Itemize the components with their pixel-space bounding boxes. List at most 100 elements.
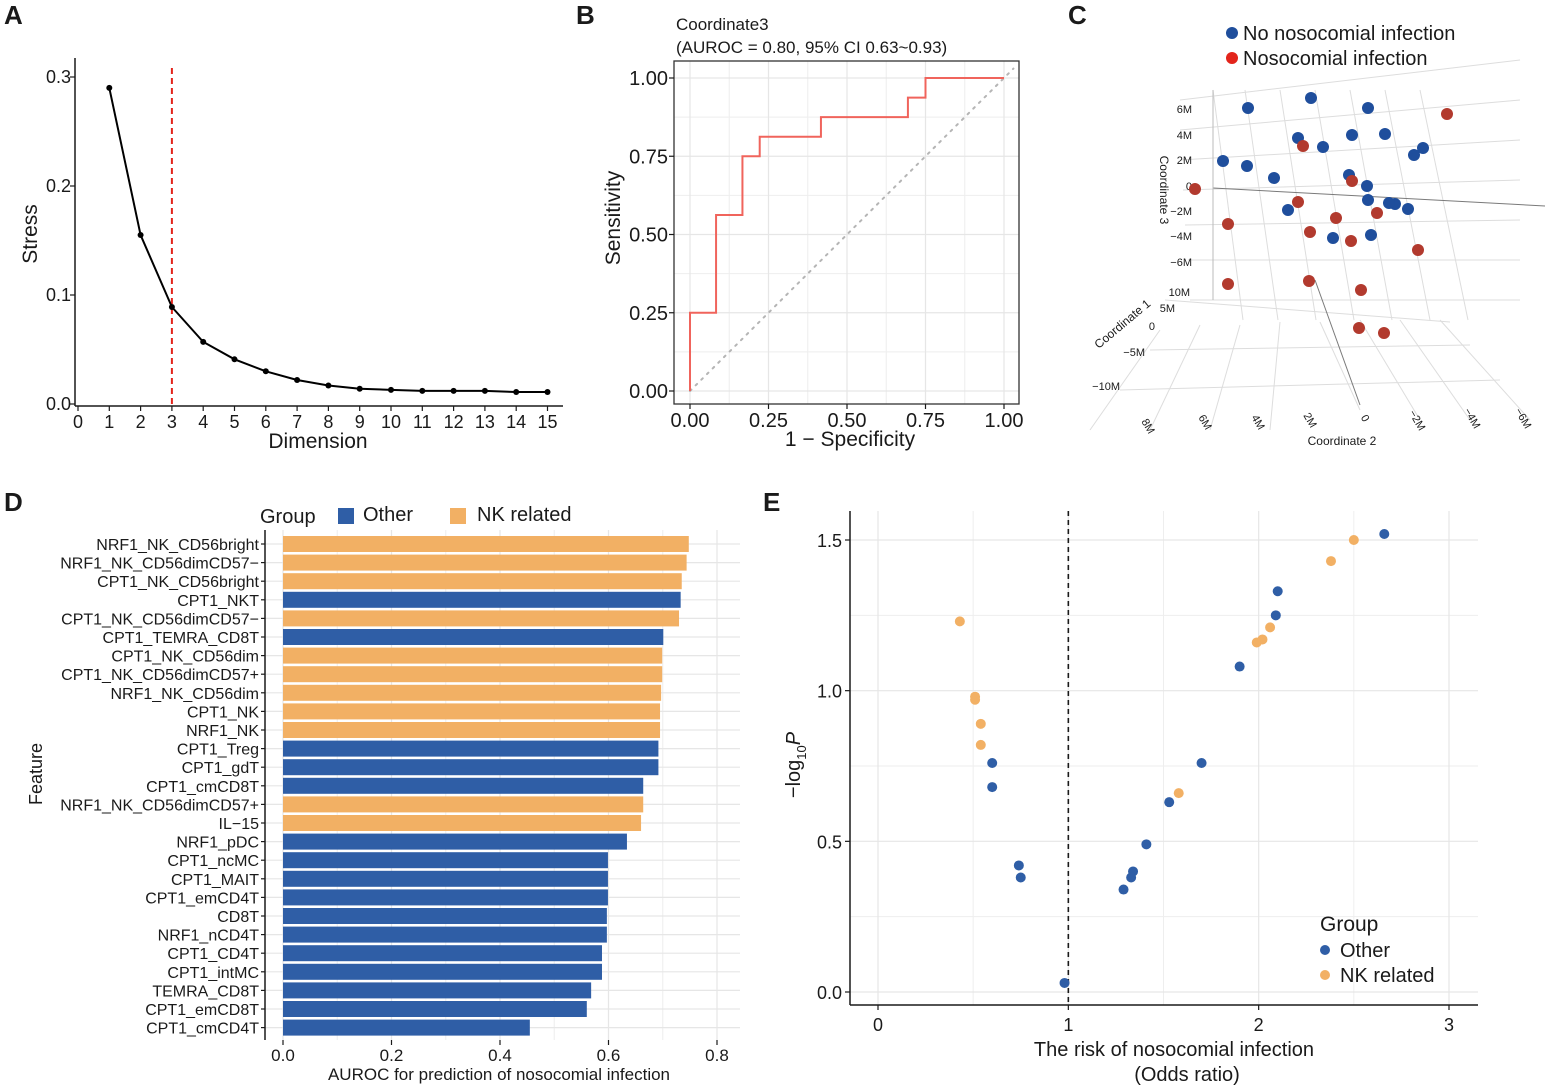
stress-point (544, 389, 551, 396)
x-tick-label: 5 (229, 412, 239, 432)
grid-line (1179, 59, 1521, 101)
grid-line (1184, 219, 1521, 226)
x-tick-label: 4 (198, 412, 208, 432)
legend-label: No nosocomial infection (1243, 23, 1455, 45)
no-infection-point (1282, 204, 1294, 216)
other-point (1013, 860, 1024, 871)
no-infection-point (1362, 102, 1374, 114)
y-tick-label: 1.00 (629, 68, 668, 90)
legend-marker (1226, 27, 1238, 39)
x-tick-label: 0.6 (597, 1046, 621, 1065)
coord1-tick-label: −10M (1092, 381, 1120, 393)
floor-grid-line (1399, 319, 1471, 421)
auroc-bar (283, 833, 627, 850)
auroc-bar (283, 908, 607, 924)
nk-related-point (970, 694, 981, 705)
auroc-bar (283, 573, 682, 590)
x-tick-label: 15 (537, 412, 557, 432)
coord3-axis-title: Coordinate 3 (1157, 156, 1171, 225)
x-tick-label: 3 (167, 412, 177, 432)
x-tick-label: 0.25 (749, 410, 788, 432)
infection-point (1189, 183, 1201, 195)
y-tick-label: 0.0 (46, 394, 71, 414)
no-infection-point (1217, 155, 1229, 167)
stress-point (419, 387, 426, 394)
infection-point (1345, 235, 1357, 247)
x-tick-label: 1 (1063, 1015, 1073, 1035)
feature-label: CPT1_CD4T (167, 946, 259, 963)
auroc-bar (283, 926, 607, 943)
infection-point (1303, 275, 1315, 287)
x-tick-label: 0.0 (271, 1046, 295, 1065)
infection-point (1297, 140, 1309, 152)
feature-label: CPT1_cmCD4T (146, 1021, 259, 1038)
no-infection-point (1346, 129, 1358, 141)
panel-letter-c: C (1068, 0, 1087, 30)
stress-point (294, 377, 301, 384)
x-tick-label: 11 (413, 412, 432, 432)
auroc-bar (283, 1019, 530, 1036)
nk-related-point (1265, 622, 1276, 633)
feature-label: CPT1_NK_CD56dim (111, 649, 259, 666)
feature-label: CPT1_emCD4T (145, 890, 259, 907)
other-point (987, 757, 998, 768)
nk-related-point (1251, 637, 1262, 648)
auroc-bar (283, 815, 642, 831)
legend-title: Group (260, 506, 316, 528)
coord2-tick-label: −4M (1461, 406, 1482, 431)
chart-subtitle: (AUROC = 0.80, 95% CI 0.63~0.93) (676, 38, 947, 57)
coord3-tick-label: 4M (1177, 130, 1192, 142)
legend-label: NK related (477, 504, 572, 526)
y-tick-label: 0.25 (629, 303, 668, 325)
auroc-bar (283, 889, 608, 906)
no-infection-point (1327, 232, 1339, 244)
grid-line (1314, 89, 1355, 321)
y-tick-label: 0.1 (46, 285, 71, 305)
other-point (1015, 872, 1026, 883)
auroc-bar (283, 610, 680, 627)
no-infection-point (1305, 92, 1317, 104)
roc-curve (689, 77, 1004, 391)
panel-letter-d: D (4, 487, 23, 517)
x-tick-label: 0 (73, 412, 83, 432)
panel-a-stress-chart: 0 1 2 3 4 5 6 7 8 9 10 11 12 13 14 150.00.10.20.3Dimens… (19, 58, 563, 453)
y-tick-label: 0.2 (46, 176, 71, 196)
stress-point (106, 84, 113, 91)
legend-marker (1320, 970, 1330, 980)
auroc-bar (283, 982, 592, 999)
stress-point (325, 382, 332, 389)
grid-line (1244, 89, 1279, 321)
coord2-tick-label: 8M (1139, 417, 1157, 436)
y-tick-label: 0.75 (629, 146, 668, 168)
other-point (987, 782, 998, 793)
stress-point (231, 356, 238, 363)
no-infection-point (1383, 197, 1395, 209)
y-axis-title: −log10P (783, 731, 809, 798)
nk-related-point (975, 739, 986, 750)
legend-swatch (450, 508, 466, 524)
infection-point (1222, 218, 1234, 230)
auroc-bar (283, 740, 659, 757)
grid-line (1419, 89, 1469, 321)
x-axis-title: Dimension (268, 430, 367, 453)
y-axis-title: Stress (19, 204, 42, 264)
y-axis-title: Feature (26, 743, 46, 805)
y-axis-title: Sensitivity (602, 170, 625, 265)
other-point (1270, 610, 1281, 621)
other-point (1059, 977, 1070, 988)
x-tick-label: 0.00 (671, 410, 710, 432)
auroc-bar (283, 722, 661, 738)
x-tick-label: 3 (1444, 1015, 1454, 1035)
legend-marker (1320, 945, 1330, 955)
coord1-tick-label: 5M (1160, 303, 1175, 315)
stress-point (356, 385, 363, 392)
grid-line (1179, 139, 1521, 161)
infection-point (1304, 226, 1316, 238)
infection-point (1378, 327, 1390, 339)
stress-point (168, 303, 175, 310)
feature-label: NRF1_NK (186, 723, 259, 740)
no-infection-point (1417, 142, 1429, 154)
stress-point (262, 368, 269, 375)
x-tick-label: 13 (475, 412, 495, 432)
